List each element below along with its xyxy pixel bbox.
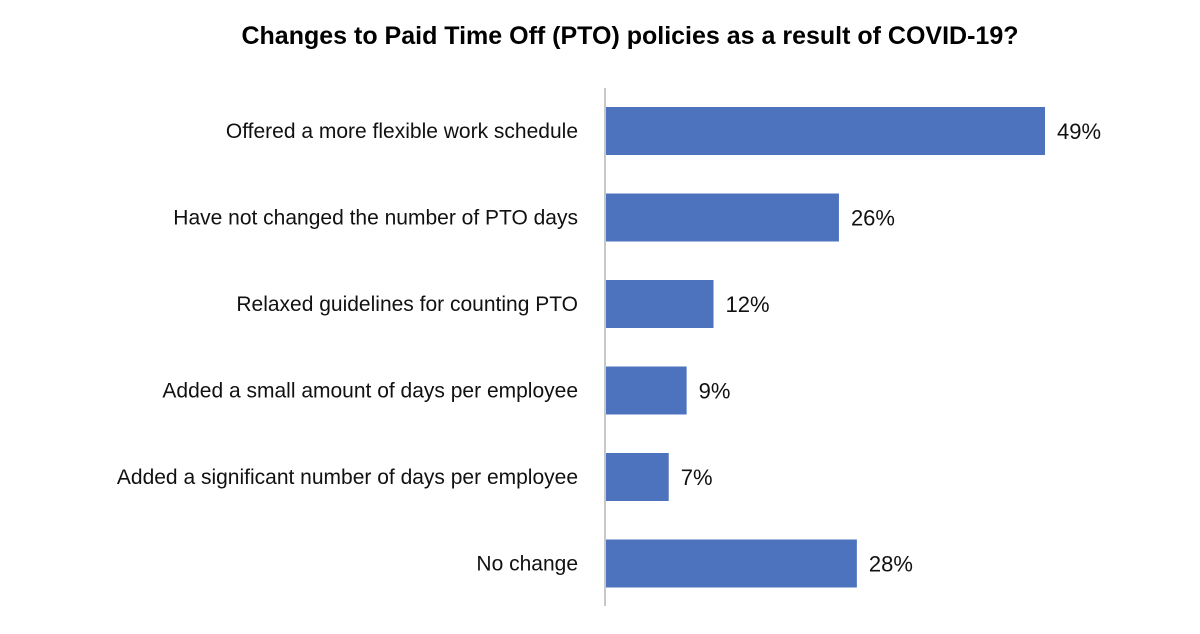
category-label-5: No change <box>476 553 578 576</box>
bar-5 <box>606 539 857 588</box>
category-label-4: Added a significant number of days per e… <box>117 466 578 489</box>
chart-title: Changes to Paid Time Off (PTO) policies … <box>241 22 1019 50</box>
value-label-3: 9% <box>699 379 731 404</box>
category-label-0: Offered a more flexible work schedule <box>226 120 578 143</box>
category-label-1: Have not changed the number of PTO days <box>173 207 578 230</box>
bar-4 <box>606 453 669 501</box>
category-label-3: Added a small amount of days per employe… <box>162 380 578 403</box>
bar-1 <box>606 193 839 242</box>
value-label-0: 49% <box>1057 119 1101 144</box>
value-label-2: 12% <box>726 292 770 317</box>
value-label-4: 7% <box>681 465 713 490</box>
value-label-1: 26% <box>851 206 895 231</box>
value-label-5: 28% <box>869 552 913 577</box>
bar-3 <box>606 366 687 415</box>
category-label-2: Relaxed guidelines for counting PTO <box>236 293 578 316</box>
bar-2 <box>606 280 714 328</box>
bar-0 <box>606 107 1045 155</box>
